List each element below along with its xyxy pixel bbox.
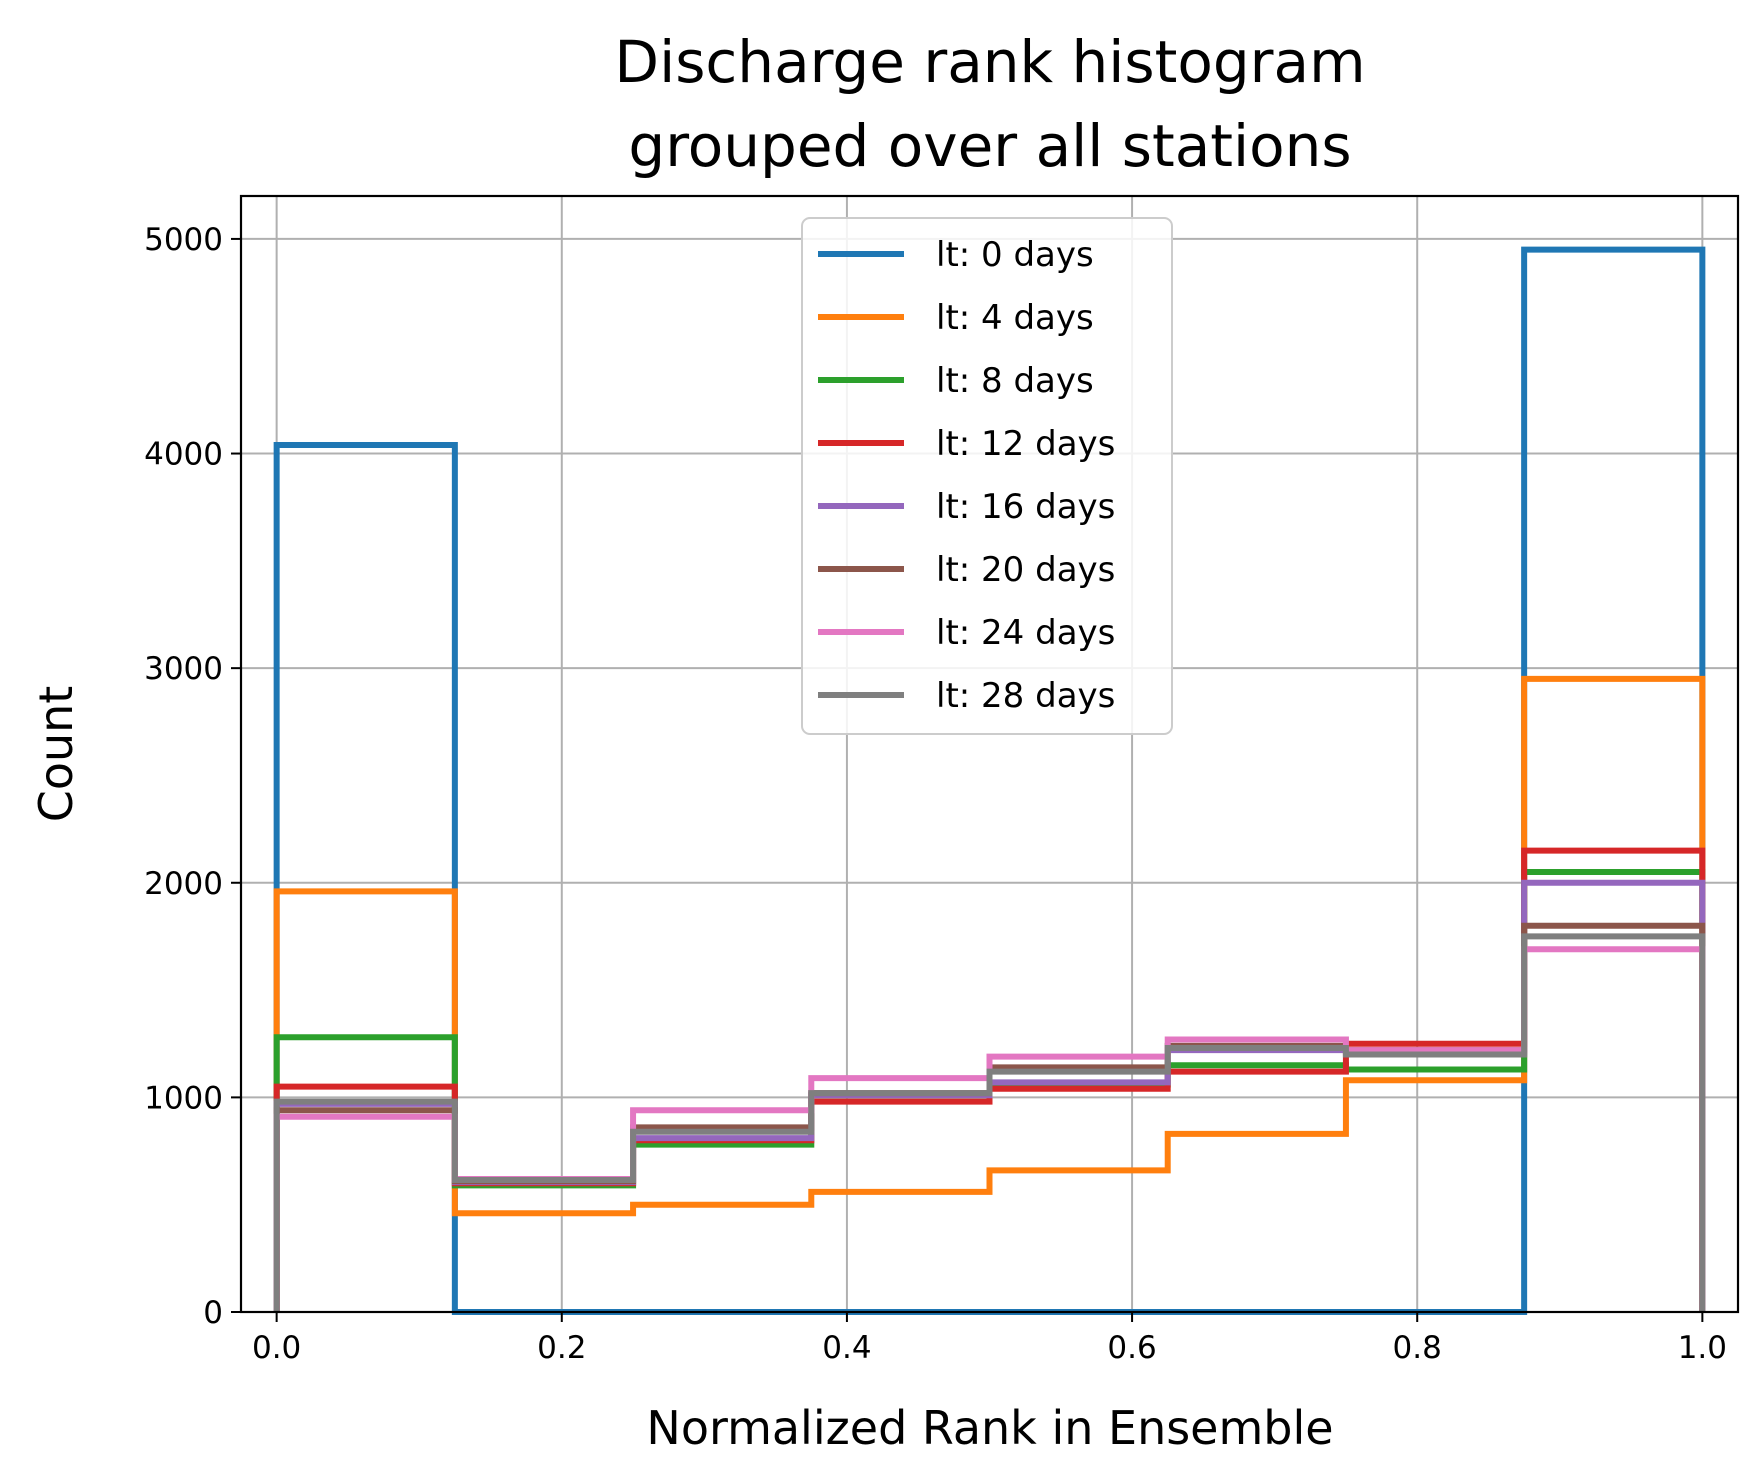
chart-title-line-1: Discharge rank histogram [614, 28, 1365, 96]
x-tick-label: 0.8 [1393, 1330, 1442, 1366]
plot-area-frame [239, 194, 1740, 1314]
y-axis-label: Count [29, 686, 83, 823]
x-tick-label: 0.4 [822, 1330, 871, 1366]
x-tick-label: 0.6 [1107, 1330, 1156, 1366]
legend-label: lt: 24 days [936, 613, 1115, 653]
legend-label: lt: 12 days [936, 424, 1115, 464]
legend-items: lt: 0 days lt: 4 days lt: 8 days lt: 12 day… [818, 235, 1115, 716]
y-tick-label: 3000 [144, 651, 223, 687]
y-tick-label: 0 [203, 1295, 223, 1331]
legend-label: lt: 20 days [936, 550, 1115, 590]
series-line-lt-20-days [273, 922, 1706, 1312]
y-tick-label: 2000 [144, 866, 223, 902]
axis-ticks: 0.0 0.2 0.4 0.6 0.8 1.0 0 1000 2000 3000 4000 5000 [144, 222, 1727, 1366]
chart-title-line-2: grouped over all stations [628, 112, 1351, 180]
legend: lt: 0 days lt: 4 days lt: 8 days lt: 12 day… [801, 217, 1173, 735]
legend-label: lt: 8 days [936, 361, 1094, 401]
x-tick-label: 0.0 [252, 1330, 301, 1366]
x-tick-label: 0.2 [537, 1330, 586, 1366]
y-tick-label: 5000 [144, 222, 223, 258]
chart-title: Discharge rank histogram grouped over al… [614, 28, 1365, 180]
x-tick-label: 1.0 [1678, 1330, 1727, 1366]
y-tick-label: 1000 [144, 1080, 223, 1116]
legend-label: lt: 28 days [936, 676, 1115, 716]
legend-label: lt: 0 days [936, 235, 1094, 275]
series-line-lt-28-days [273, 933, 1706, 1312]
series-line-lt-4-days [273, 675, 1706, 1312]
legend-label: lt: 16 days [936, 487, 1115, 527]
y-tick-label: 4000 [144, 437, 223, 473]
series-line-lt-24-days [273, 946, 1706, 1312]
legend-label: lt: 4 days [936, 298, 1094, 338]
legend-box [801, 217, 1173, 735]
x-axis-label: Normalized Rank in Ensemble [646, 1401, 1333, 1455]
